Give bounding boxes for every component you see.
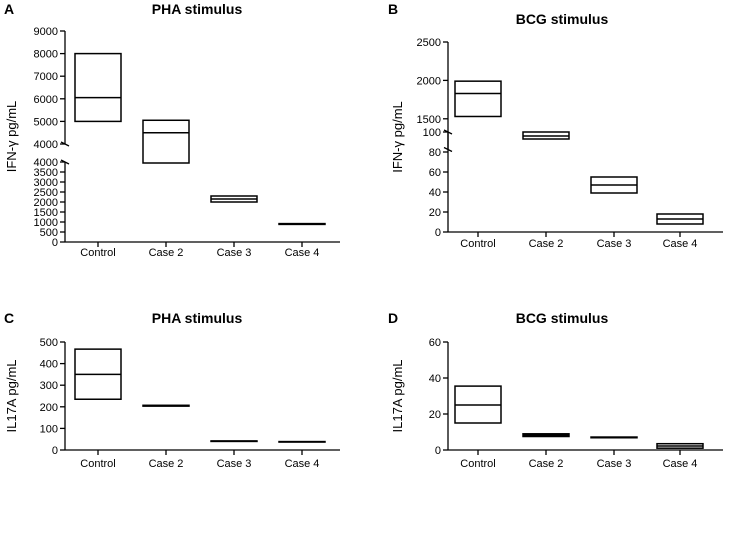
y-tick-label: 500 [40, 227, 58, 239]
panel-letter: C [4, 310, 14, 326]
y-tick-label: 9000 [34, 26, 58, 38]
x-tick-label: Control [80, 458, 115, 470]
y-tick-label: 0 [52, 237, 58, 249]
y-axis-label: IFN-γ pg/mL [4, 101, 19, 173]
y-tick-label: 2000 [417, 75, 441, 87]
y-tick-label: 500 [40, 337, 58, 349]
y-tick-label: 80 [429, 147, 441, 159]
panel-letter: D [388, 310, 398, 326]
x-tick-label: Case 2 [149, 458, 184, 470]
y-tick-label: 3500 [34, 167, 58, 179]
y-tick-label: 60 [429, 167, 441, 179]
panel-b: B BCG stimulus IFN-γ pg/mL 0 20 40 60 80 1001500… [388, 1, 723, 250]
panel-letter: B [388, 1, 398, 17]
panel-a: A PHA stimulus IFN-γ pg/mL 0500100015002000… [4, 1, 340, 259]
y-tick-label: 2000 [34, 197, 58, 209]
x-tick-label: Case 2 [529, 458, 564, 470]
x-tick-label: Case 4 [663, 238, 698, 250]
y-axis-label: IL17A pg/mL [4, 360, 19, 433]
y-tick-label: 400 [40, 359, 58, 371]
panel-title: BCG stimulus [516, 11, 609, 27]
y-axis-label: IFN-γ pg/mL [390, 101, 405, 173]
y-tick-label: 20 [429, 207, 441, 219]
y-tick-label: 2500 [34, 187, 58, 199]
x-tick-label: Case 4 [663, 458, 698, 470]
y-tick-label: 0 [435, 227, 441, 239]
box-case-2 [142, 119, 190, 164]
panel-title: BCG stimulus [516, 310, 609, 326]
y-tick-label: 4000 [34, 139, 58, 151]
panel-letter: A [4, 1, 14, 17]
x-tick-label: Case 4 [285, 247, 320, 259]
y-tick-label: 0 [52, 445, 58, 457]
x-tick-label: Case 3 [217, 458, 252, 470]
y-tick-label: 20 [429, 409, 441, 421]
y-tick-label: 1500 [417, 114, 441, 126]
y-tick-label: 200 [40, 402, 58, 414]
x-tick-label: Case 2 [529, 238, 564, 250]
panel-d: D BCG stimulus IL17A pg/mL 0 20 40 60 Control Ca… [388, 310, 723, 470]
x-tick-label: Case 2 [149, 247, 184, 259]
y-tick-label: 8000 [34, 49, 58, 61]
axis-break-mark [60, 159, 70, 165]
x-tick-label: Case 4 [285, 458, 320, 470]
x-tick-label: Control [460, 238, 495, 250]
x-tick-label: Case 3 [597, 458, 632, 470]
y-tick-label: 1000 [34, 217, 58, 229]
y-tick-label: 2500 [417, 37, 441, 49]
panel-c: C PHA stimulus IL17A pg/mL 0 100 200 300 400 500… [4, 310, 340, 470]
box-control [454, 80, 502, 118]
y-tick-label: 100 [40, 423, 58, 435]
x-tick-label: Case 3 [597, 238, 632, 250]
y-tick-label: 5000 [34, 116, 58, 128]
y-tick-label: 4000 [34, 157, 58, 169]
x-tick-label: Control [80, 247, 115, 259]
x-tick-label: Case 3 [217, 247, 252, 259]
panel-title: PHA stimulus [152, 310, 243, 326]
y-tick-label: 60 [429, 337, 441, 349]
y-tick-label: 1500 [34, 207, 58, 219]
y-tick-label: 300 [40, 380, 58, 392]
y-tick-label: 40 [429, 373, 441, 385]
y-tick-label: 0 [435, 445, 441, 457]
y-tick-label: 100 [423, 127, 441, 139]
y-tick-label: 7000 [34, 71, 58, 83]
y-tick-label: 40 [429, 187, 441, 199]
box-control [74, 52, 122, 123]
y-tick-label: 6000 [34, 94, 58, 106]
y-tick-label: 3000 [34, 177, 58, 189]
panel-title: PHA stimulus [152, 1, 243, 17]
y-axis-label: IL17A pg/mL [390, 360, 405, 433]
x-tick-label: Control [460, 458, 495, 470]
